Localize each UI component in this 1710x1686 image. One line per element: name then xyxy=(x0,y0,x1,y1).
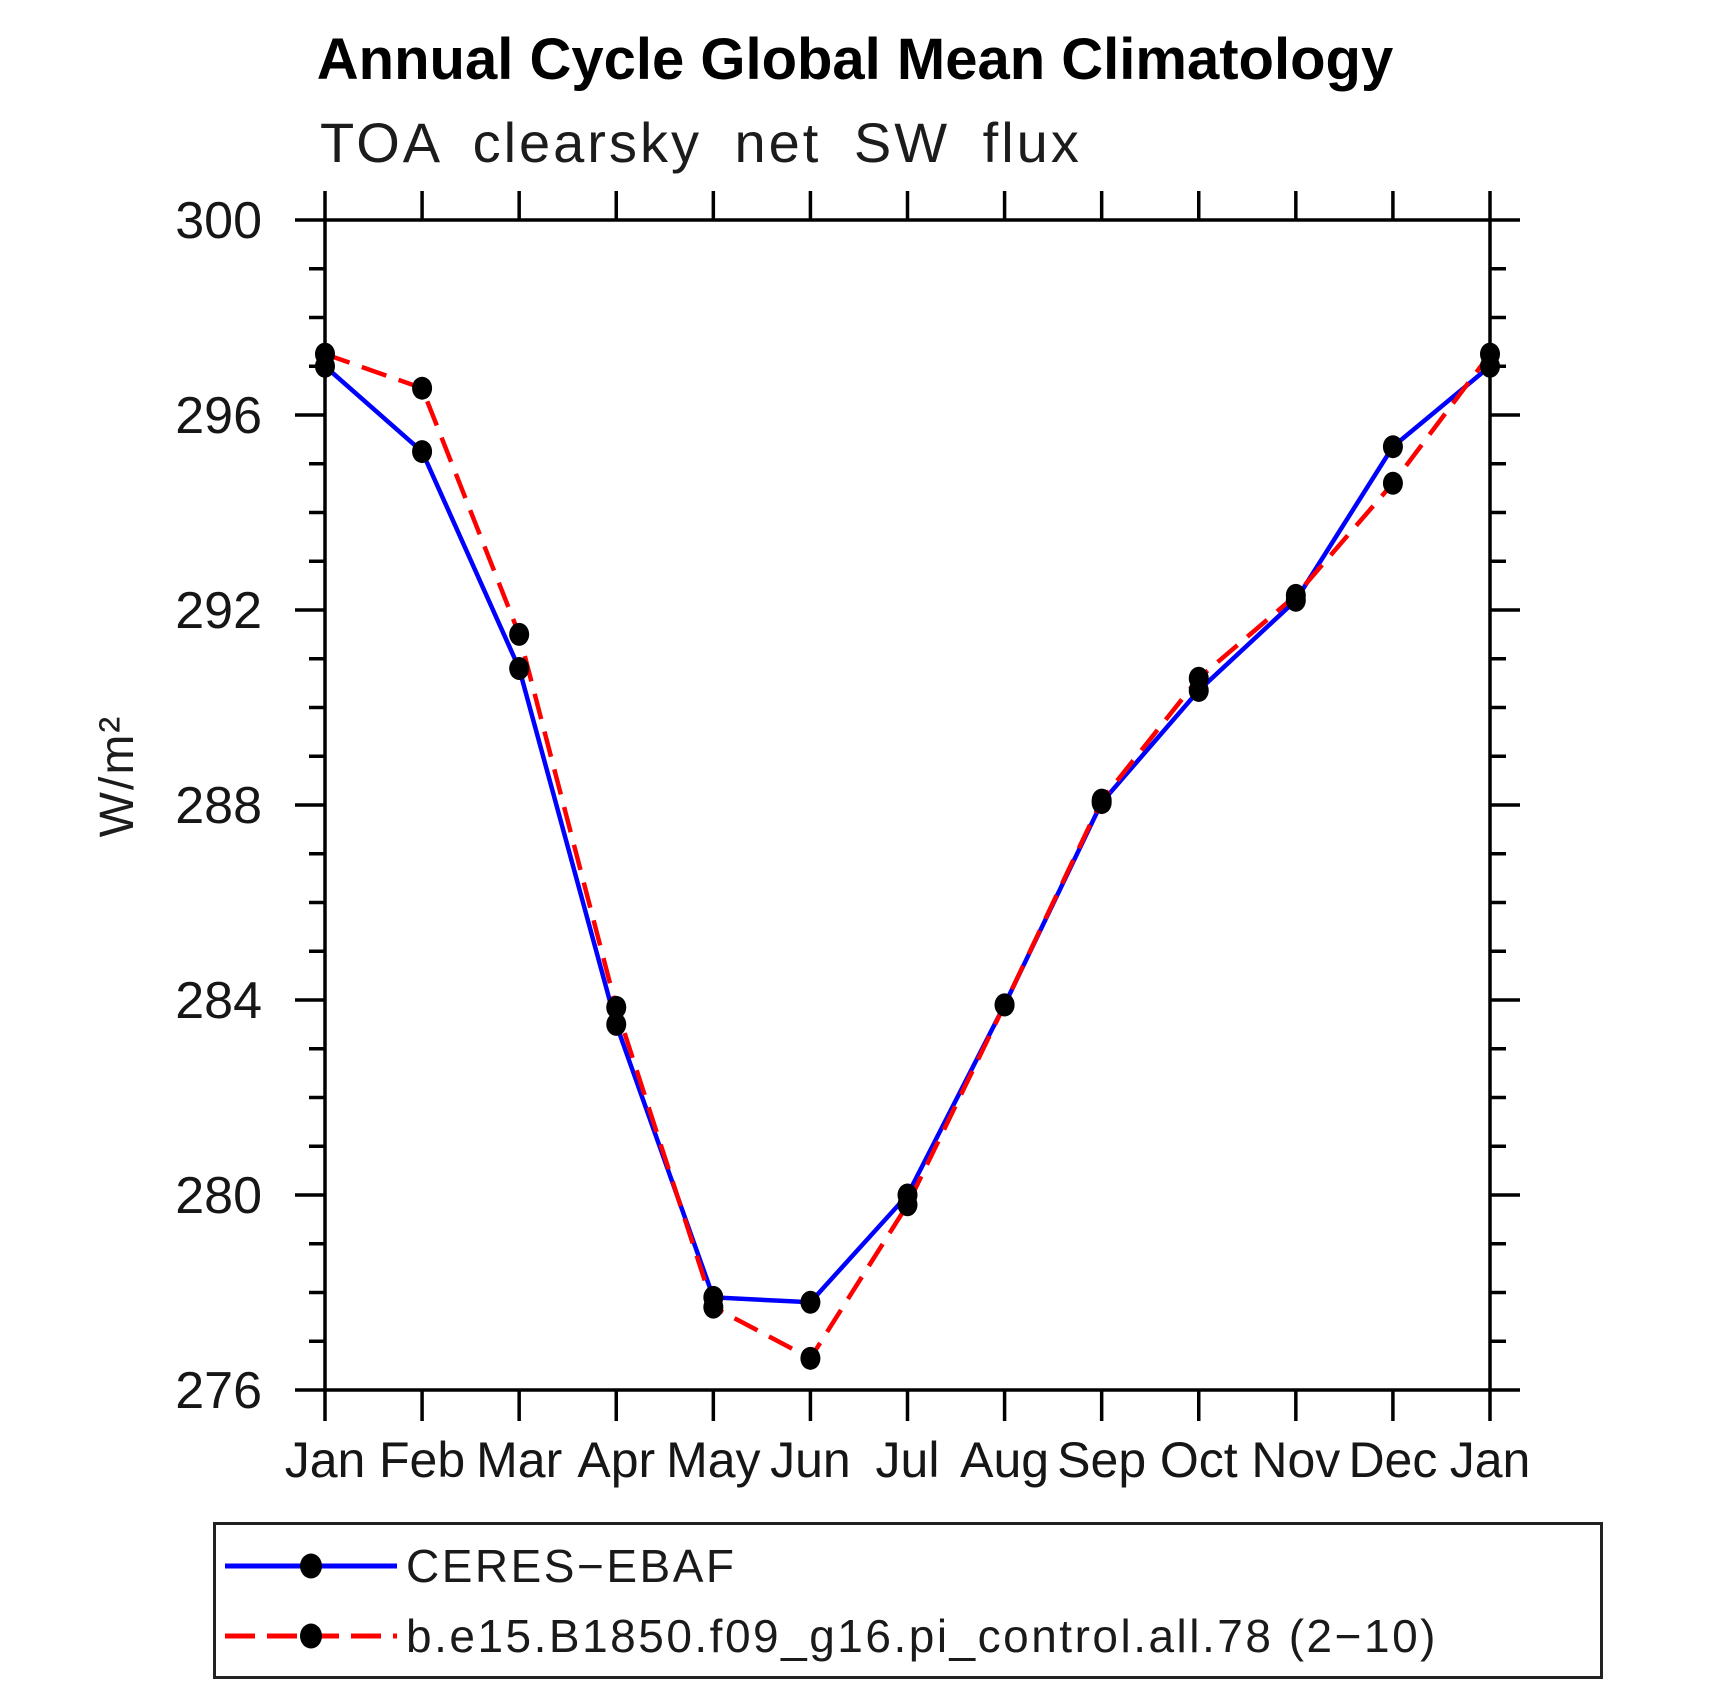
legend-label-ceres: CERES−EBAF xyxy=(406,1539,737,1592)
legend-marker-dot xyxy=(300,1553,322,1578)
y-tick-label: 276 xyxy=(175,1362,262,1420)
y-tick-label: 288 xyxy=(175,777,262,835)
x-tick-label: Oct xyxy=(1160,1432,1238,1488)
x-tick-label: May xyxy=(666,1432,760,1488)
data-point-marker xyxy=(1188,666,1209,690)
x-tick-label: Jul xyxy=(876,1432,940,1488)
data-point-marker xyxy=(509,657,530,680)
y-tick-label: 300 xyxy=(175,192,262,250)
data-point-marker xyxy=(800,1346,821,1370)
x-tick-label: Nov xyxy=(1251,1432,1340,1488)
legend-dashed-line-sample xyxy=(225,1623,397,1648)
data-point-marker xyxy=(1382,435,1403,459)
x-tick-label: Jan xyxy=(285,1432,366,1488)
legend-item-model: b.e15.B1850.f09_g16.pi_control.all.78 (2… xyxy=(221,1601,1600,1671)
legend-solid-line-sample xyxy=(225,1553,397,1578)
data-point-marker xyxy=(1480,342,1500,366)
legend-label-model: b.e15.B1850.f09_g16.pi_control.all.78 (2… xyxy=(406,1609,1438,1662)
chart-subtitle: TOA clearsky net SW flux xyxy=(320,111,1082,174)
y-tick-label: 284 xyxy=(175,972,262,1030)
data-point-marker xyxy=(1285,583,1306,607)
y-tick-label: 292 xyxy=(175,582,262,640)
x-tick-label: Apr xyxy=(577,1432,655,1488)
series-line-solid xyxy=(323,364,1492,1305)
y-tick-label: 296 xyxy=(175,387,262,445)
legend-marker-dot xyxy=(300,1623,322,1648)
data-point-marker xyxy=(703,1295,724,1319)
data-point-marker xyxy=(800,1290,821,1314)
x-tick-label: Feb xyxy=(379,1432,465,1488)
x-tick-label: Sep xyxy=(1057,1432,1146,1488)
x-tick-label: Mar xyxy=(476,1432,562,1488)
data-point-marker xyxy=(897,1193,918,1217)
data-point-marker xyxy=(606,995,627,1019)
data-point-marker xyxy=(606,1012,627,1036)
data-point-marker xyxy=(994,993,1015,1017)
data-point-marker xyxy=(412,376,433,400)
data-point-marker xyxy=(1382,471,1403,495)
legend-box: CERES−EBAF b.e15.B1850.f09_g16.pi_contro… xyxy=(213,1522,1603,1679)
legend-item-ceres: CERES−EBAF xyxy=(221,1531,1600,1601)
data-point-marker xyxy=(1091,788,1112,812)
x-tick-label: Jun xyxy=(770,1432,851,1488)
data-point-marker xyxy=(509,622,530,646)
x-tick-label: Dec xyxy=(1348,1432,1437,1488)
y-tick-label: 280 xyxy=(175,1167,262,1225)
chart-title: Annual Cycle Global Mean Climatology xyxy=(316,27,1394,92)
x-tick-label: Jan xyxy=(1450,1432,1531,1488)
data-point-marker xyxy=(315,342,335,366)
data-point-marker xyxy=(412,440,433,464)
x-tick-label: Aug xyxy=(960,1432,1049,1488)
